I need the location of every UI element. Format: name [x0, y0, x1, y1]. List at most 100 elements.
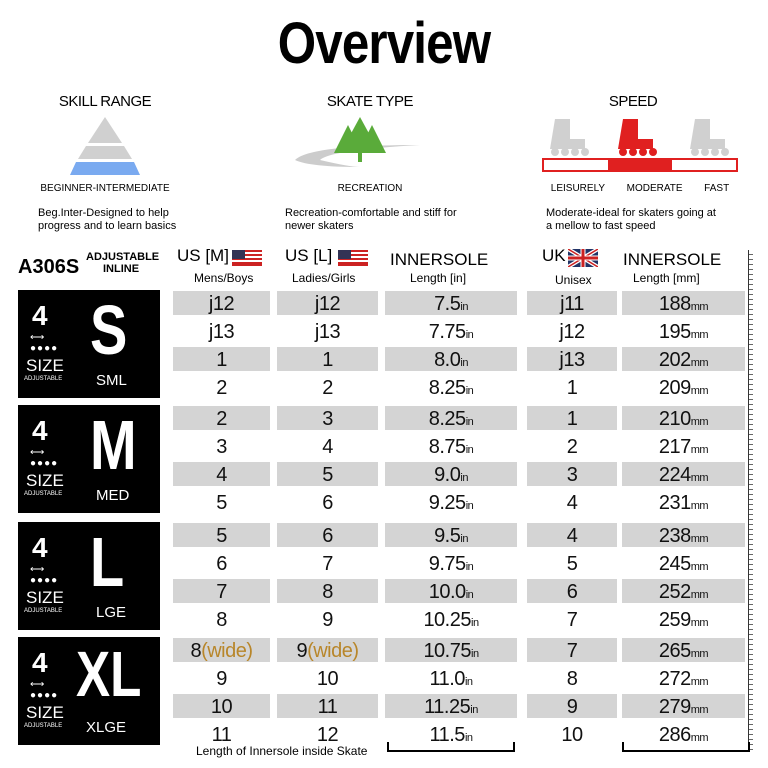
skill-desc: Beg.Inter-Designed to help progress and t…: [38, 207, 177, 232]
size-cell: 6: [277, 523, 378, 547]
size-cell: 10.75in: [385, 638, 517, 662]
size-cell: 10.0in: [385, 579, 517, 603]
header-us-m: US [M]: [177, 246, 229, 265]
size-cell: 4: [527, 523, 617, 547]
size-cell: 6: [216, 553, 227, 575]
size-cell: 4: [322, 436, 333, 458]
size-cell: 8.25in: [385, 406, 517, 430]
size-cell: j13: [208, 321, 235, 343]
size-cell: 11.0in: [429, 668, 473, 690]
size-count: 4: [32, 300, 48, 331]
size-cell: 7.5in: [385, 291, 517, 315]
model-type: ADJUSTABLE INLINE: [86, 251, 160, 275]
size-cell: 286mm: [658, 724, 709, 746]
header-uk-sub: Unisex: [555, 273, 592, 287]
ruler: [748, 250, 753, 750]
size-cell: 6: [322, 492, 333, 514]
size-cell: 8: [216, 609, 227, 631]
size-cell: 9.5in: [385, 523, 517, 547]
size-name: SML: [96, 372, 127, 389]
size-letter: S: [90, 291, 128, 369]
size-cell: 231mm: [658, 492, 709, 514]
adjustable-label: ADJUSTABLE: [24, 723, 63, 729]
size-count: 4: [32, 647, 48, 678]
size-word: SIZE: [26, 356, 64, 375]
size-cell: 2: [216, 377, 227, 399]
size-cell: 12: [316, 724, 339, 746]
size-cell: j12: [559, 321, 585, 343]
size-cell: 272mm: [658, 668, 709, 690]
size-cell: 9.25in: [428, 492, 474, 514]
speed-leisurely: LEISURELY: [550, 183, 606, 194]
size-cell: 209mm: [658, 377, 709, 399]
size-cell: 10: [561, 724, 583, 746]
size-cell: 5: [173, 523, 270, 547]
size-cell: 8(wide): [173, 638, 270, 662]
page-title: Overview: [277, 11, 491, 76]
size-cell: 11.5in: [429, 724, 473, 746]
speed-desc: Moderate-ideal for skaters going at a mel…: [546, 207, 716, 232]
size-cell: 265mm: [622, 638, 745, 662]
wheels-icon: ⟷ ●●●●: [30, 332, 59, 354]
uk-flag-icon: [568, 249, 598, 267]
header-innersole-in: INNERSOLE: [390, 250, 489, 269]
size-cell: 259mm: [658, 609, 709, 631]
size-cell: 2: [322, 377, 333, 399]
header-us-m-sub: Mens/Boys: [194, 271, 254, 285]
size-cell: 195mm: [658, 321, 709, 343]
model-name: A306S: [18, 256, 80, 278]
header-innersole-mm: INNERSOLE: [623, 250, 722, 269]
skate-type-label: RECREATION: [337, 183, 403, 194]
header-innersole-in-sub: Length [in]: [410, 271, 467, 285]
skill-range-heading: SKILL RANGE: [58, 93, 152, 110]
size-cell: j12: [277, 291, 378, 315]
size-cell: 5: [216, 492, 227, 514]
size-cell: 4: [173, 462, 270, 486]
size-name: XLGE: [86, 719, 127, 736]
size-cell: 8.25in: [428, 377, 474, 399]
size-cell: 2: [566, 436, 578, 458]
size-group-m: 4 ⟷ ●●●● SIZE ADJUSTABLE M MED: [18, 405, 160, 513]
adjustable-label: ADJUSTABLE: [24, 376, 63, 382]
size-cell: 8.0in: [385, 347, 517, 371]
footnote: Length of Innersole inside Skate: [196, 744, 368, 758]
size-count: 4: [32, 532, 48, 563]
size-cell: j13: [527, 347, 617, 371]
size-cell: 217mm: [658, 436, 709, 458]
size-cell: 8: [277, 579, 378, 603]
size-cell: 202mm: [622, 347, 745, 371]
wide-suffix: (wide): [201, 640, 253, 662]
size-count: 4: [32, 415, 48, 446]
size-cell: 279mm: [622, 694, 745, 718]
header-us-l: US [L]: [285, 246, 333, 265]
size-cell: 8: [566, 668, 578, 690]
size-cell: 1: [277, 347, 378, 371]
pyramid-icon: [70, 117, 140, 175]
adjustable-label: ADJUSTABLE: [24, 608, 63, 614]
trees-icon: [295, 117, 420, 167]
size-cell: 9(wide): [277, 638, 378, 662]
skate-type-heading: SKATE TYPE: [326, 93, 414, 110]
header-innersole-mm-sub: Length [mm]: [633, 271, 700, 285]
speed-bar: [542, 158, 738, 172]
skate-type-desc: Recreation-comfortable and stiff for newe…: [285, 207, 457, 232]
size-cell: 11: [211, 724, 232, 746]
size-word: SIZE: [26, 588, 64, 607]
skill-label: BEGINNER-INTERMEDIATE: [40, 183, 170, 194]
size-cell: 252mm: [622, 579, 745, 603]
size-letter: XL: [76, 638, 142, 710]
size-cell: 2: [173, 406, 270, 430]
size-cell: 11: [277, 694, 378, 718]
speed-fast: FAST: [704, 183, 730, 194]
size-cell: 7: [322, 553, 333, 575]
wheels-icon: ⟷ ●●●●: [30, 564, 59, 586]
size-cell: 1: [566, 377, 578, 399]
size-name: MED: [96, 487, 130, 504]
size-cell: 1: [173, 347, 270, 371]
size-cell: 9: [527, 694, 617, 718]
wheels-icon: ⟷ ●●●●: [30, 447, 59, 469]
size-cell: 3: [277, 406, 378, 430]
size-cell: j11: [527, 291, 617, 315]
us-flag-icon: [338, 250, 368, 266]
